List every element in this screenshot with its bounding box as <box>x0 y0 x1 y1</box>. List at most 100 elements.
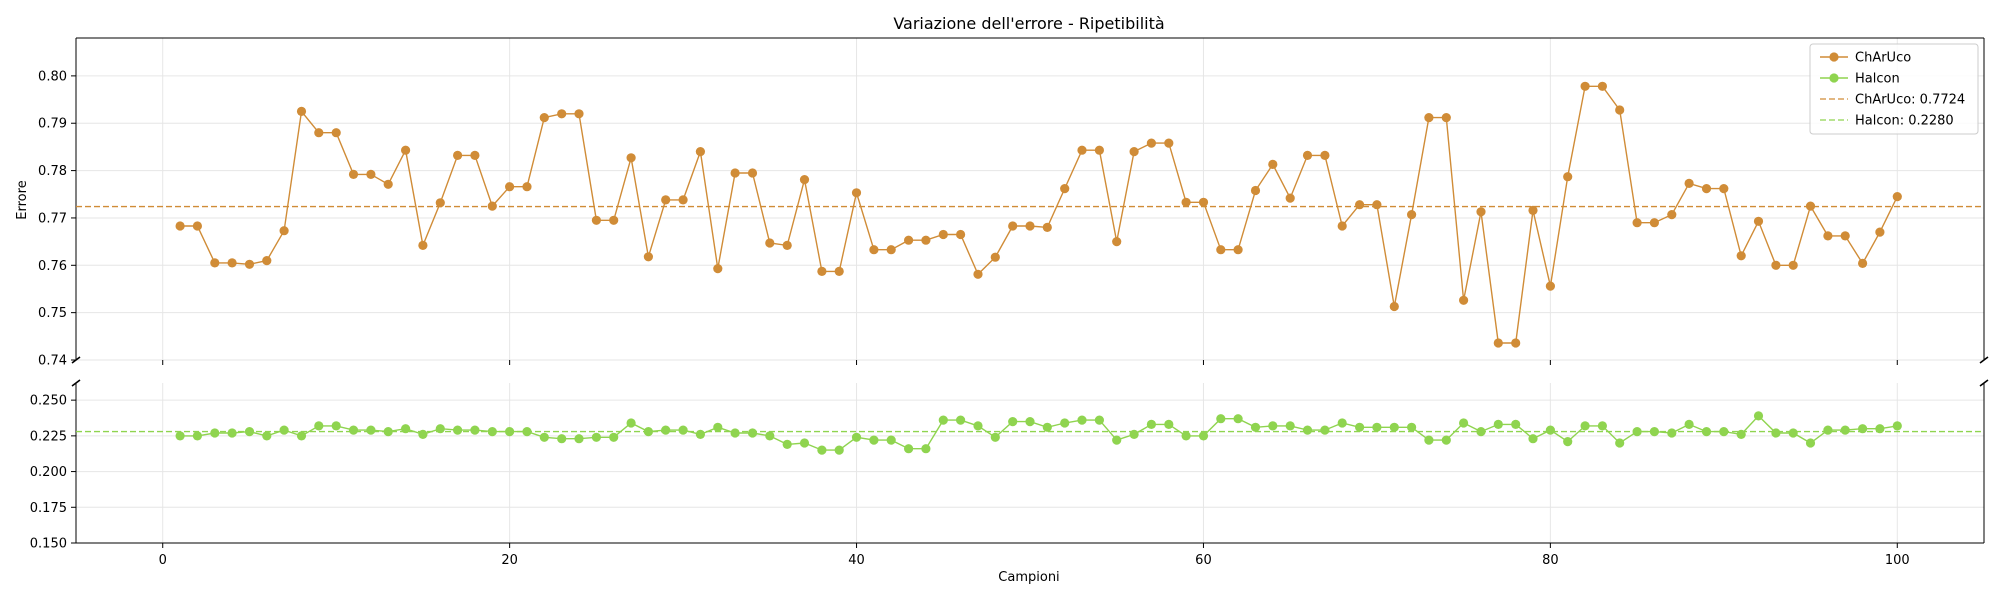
data-point <box>1649 218 1659 228</box>
data-point <box>470 150 480 160</box>
data-point <box>817 445 827 455</box>
series-halcon <box>175 411 1902 455</box>
data-point <box>851 188 862 198</box>
data-point <box>1719 184 1729 194</box>
data-point <box>1823 425 1833 435</box>
data-point <box>990 252 1000 262</box>
data-point <box>210 258 220 268</box>
data-point <box>1389 301 1399 312</box>
data-point <box>1528 434 1538 444</box>
data-point <box>1025 221 1035 231</box>
data-point <box>1198 197 1209 207</box>
data-point <box>956 229 966 240</box>
data-point <box>1753 216 1764 226</box>
data-point <box>314 421 324 431</box>
data-point <box>1008 417 1018 427</box>
data-point <box>1060 418 1070 428</box>
data-point <box>175 221 185 231</box>
data-point <box>1667 210 1677 220</box>
data-point <box>1736 251 1746 261</box>
data-point <box>331 421 341 431</box>
data-point <box>886 435 896 445</box>
data-point <box>1511 419 1521 429</box>
chart-title: Variazione dell'errore - Ripetibilità <box>893 14 1164 33</box>
legend-entry: ChArUco: 0.7724 <box>1820 93 1965 108</box>
panel-2: 0.150 0.175 0.200 0.225 0.250 0 20 40 60 80 100 <box>30 383 1985 568</box>
data-point <box>574 109 584 119</box>
legend-entry: ChArUco <box>1820 51 1911 66</box>
data-point <box>557 434 567 444</box>
data-point <box>1233 245 1243 255</box>
data-point <box>1684 419 1694 429</box>
data-point <box>1892 192 1902 202</box>
data-point <box>921 444 931 454</box>
x-tick-label: 80 <box>1542 553 1559 568</box>
data-point <box>192 221 202 231</box>
data-point <box>1407 210 1417 220</box>
data-point <box>1233 414 1243 424</box>
y-tick-label: 0.80 <box>38 69 67 84</box>
data-point <box>782 439 792 449</box>
data-point <box>834 445 844 455</box>
data-point <box>695 147 706 157</box>
legend-swatch-marker <box>1829 73 1839 83</box>
axis-break-mark <box>71 379 81 387</box>
data-point <box>851 432 862 442</box>
data-point <box>1597 421 1607 431</box>
data-point <box>279 425 289 435</box>
data-point <box>747 168 758 178</box>
data-point <box>869 435 879 445</box>
data-point <box>713 264 723 274</box>
data-point <box>1580 81 1590 91</box>
x-tick-label: 100 <box>1885 553 1910 568</box>
data-point <box>522 182 532 192</box>
data-point <box>1268 159 1278 169</box>
data-point <box>1875 424 1885 434</box>
data-point <box>765 431 775 441</box>
y-tick-label: 0.225 <box>30 429 67 444</box>
data-point <box>591 432 602 442</box>
data-point <box>279 226 289 236</box>
x-axis-label: Campioni <box>998 570 1059 585</box>
data-point <box>643 427 654 437</box>
data-point <box>1129 429 1139 439</box>
y-tick-label: 0.74 <box>38 354 67 369</box>
data-point <box>799 438 810 448</box>
data-point <box>713 422 723 432</box>
data-point <box>1042 422 1052 432</box>
y-tick-label: 0.78 <box>38 164 67 179</box>
y-tick-label: 0.250 <box>30 394 67 409</box>
data-point <box>1771 260 1781 270</box>
data-point <box>1632 427 1642 437</box>
data-point <box>1493 419 1503 429</box>
data-point <box>1146 419 1156 429</box>
data-point <box>817 266 827 276</box>
data-point <box>1632 218 1642 228</box>
data-point <box>1077 145 1087 155</box>
data-point <box>834 266 844 276</box>
data-point <box>990 432 1000 442</box>
data-point <box>1858 258 1868 268</box>
data-point <box>1337 418 1347 428</box>
data-point <box>296 106 307 116</box>
data-point <box>1649 427 1659 437</box>
data-point <box>1597 81 1607 91</box>
data-point <box>1060 184 1070 194</box>
data-point <box>1302 150 1313 160</box>
data-point <box>1285 193 1295 203</box>
data-point <box>1476 207 1486 217</box>
data-point <box>730 428 740 438</box>
axis-break-mark <box>1979 379 1989 387</box>
data-point <box>1823 231 1833 241</box>
data-point <box>1355 200 1365 210</box>
data-point <box>244 259 255 269</box>
data-point <box>1615 438 1625 448</box>
data-point <box>1771 428 1781 438</box>
data-point <box>418 429 428 439</box>
axis-break-mark <box>1979 356 1989 364</box>
data-point <box>1459 295 1469 305</box>
data-point <box>1493 338 1503 348</box>
data-point <box>210 428 220 438</box>
data-point <box>383 179 393 189</box>
